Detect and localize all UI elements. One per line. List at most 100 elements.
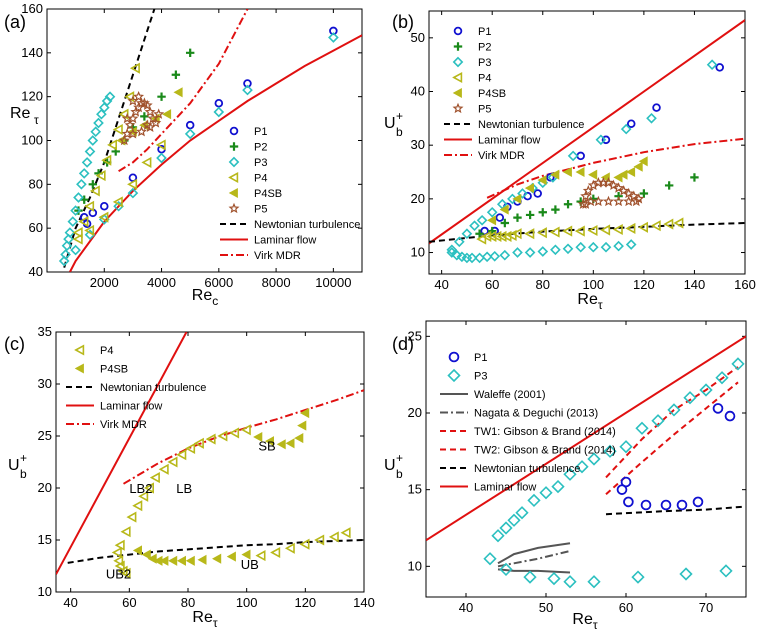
point-p3 — [587, 241, 599, 253]
point-p4 — [144, 482, 154, 494]
point-p3 — [524, 247, 536, 258]
point-p3 — [613, 240, 624, 252]
annotation-label: LB2 — [129, 481, 152, 496]
point-p1 — [640, 499, 652, 511]
y-tick-label: 10 — [38, 584, 52, 599]
point-p5 — [582, 185, 594, 196]
point-p4 — [217, 430, 228, 442]
point-p4 — [511, 228, 522, 240]
x-tick-label: 8000 — [262, 275, 291, 290]
point-p4 — [167, 456, 178, 468]
point-p1 — [100, 201, 109, 211]
point-p4 — [524, 228, 535, 240]
x-tick-label: 60 — [485, 277, 499, 292]
point-p4 — [89, 185, 100, 197]
point-p2 — [690, 173, 699, 182]
panel-b: 40 60 80 100 120 140 160 10 20 30 40 50(b) Reτ U + b P1 P… — [384, 10, 756, 312]
x-axis-label: Reτ — [572, 611, 597, 632]
point-p5 — [130, 106, 142, 117]
point-p5 — [141, 99, 153, 111]
point-p3 — [563, 575, 577, 589]
point-p4 — [193, 437, 204, 449]
legend-marker — [74, 344, 85, 356]
point-p2 — [639, 189, 649, 198]
legend-label: Laminar flow — [478, 135, 540, 147]
point-p5 — [613, 195, 625, 207]
point-p4sb — [285, 438, 295, 449]
legend-marker — [228, 202, 240, 214]
point-p3 — [76, 178, 87, 190]
point-p4sb — [185, 555, 195, 566]
point-p5 — [618, 185, 630, 196]
point-p3 — [64, 227, 76, 238]
legend-label: TW1: Gibson & Brand (2014) — [474, 426, 616, 438]
y-tick-label: 30 — [411, 137, 425, 152]
point-p3 — [603, 444, 617, 458]
y-tick-label: 40 — [29, 264, 43, 279]
y-tick-label: 20 — [408, 405, 422, 420]
point-p4sb — [162, 109, 172, 120]
y-tick-label: 100 — [21, 133, 43, 148]
point-p3 — [101, 95, 113, 107]
x-axis-label: Rec — [192, 287, 218, 308]
point-p3 — [156, 152, 167, 164]
legend-marker — [452, 87, 462, 99]
y-tick-label: 50 — [411, 30, 425, 45]
point-p4sb — [638, 156, 648, 167]
point-p4sb — [197, 554, 207, 565]
x-axis-label: Reτ — [577, 291, 602, 312]
point-p4sb — [159, 555, 169, 566]
legend-label: Laminar flow — [254, 235, 316, 247]
x-axis-label: Reτ — [192, 609, 217, 630]
point-p3 — [63, 233, 74, 245]
point-p3 — [523, 570, 537, 584]
point-p4sb — [633, 161, 643, 172]
point-p5 — [603, 177, 614, 188]
y-axis-label-sub: b — [396, 125, 403, 139]
legend-label: P3 — [478, 57, 491, 69]
point-p5 — [136, 125, 147, 137]
legend-label: P1 — [254, 126, 267, 138]
series-line-waleffe — [497, 568, 571, 574]
x-tick-label: 70 — [699, 600, 713, 615]
point-p5 — [623, 187, 635, 199]
x-tick-label: 100 — [582, 277, 604, 292]
x-tick-label: 140 — [353, 595, 375, 610]
x-tick-label: 10000 — [315, 275, 351, 290]
y-tick-label: 15 — [38, 532, 52, 547]
point-p3 — [537, 246, 549, 257]
point-p5 — [118, 134, 130, 146]
point-p5 — [124, 119, 136, 130]
legend-label: Newtonian turbulence — [474, 463, 580, 475]
x-tick-label: 100 — [236, 595, 258, 610]
point-p3 — [619, 440, 633, 454]
point-p5 — [608, 179, 619, 191]
plot-area — [58, 9, 362, 272]
point-p2 — [664, 181, 674, 190]
y-axis-label: U — [8, 457, 20, 474]
point-p3 — [453, 236, 465, 248]
legend-label: P1 — [478, 26, 491, 38]
point-p1 — [495, 213, 505, 222]
point-p3 — [481, 251, 493, 263]
legend-label: P5 — [254, 204, 267, 216]
point-p3 — [527, 493, 541, 508]
panel-label: (d) — [392, 334, 414, 354]
point-p1 — [712, 403, 724, 414]
point-p5 — [121, 112, 133, 124]
point-p3 — [595, 134, 607, 146]
point-p2 — [157, 92, 166, 101]
point-p1 — [523, 191, 532, 201]
y-tick-label: 25 — [38, 428, 52, 443]
point-p4 — [114, 539, 125, 551]
legend-label: Newtonian turbulence — [100, 382, 206, 394]
point-p3 — [87, 135, 99, 146]
point-p4 — [240, 424, 251, 436]
point-p4sb — [618, 169, 628, 180]
y-axis-label-sub: b — [20, 467, 27, 481]
point-p4sb — [212, 553, 222, 564]
point-p4sb — [575, 166, 585, 178]
point-p4sb — [276, 439, 286, 450]
point-p4sb — [588, 169, 598, 180]
point-p2 — [525, 210, 535, 220]
